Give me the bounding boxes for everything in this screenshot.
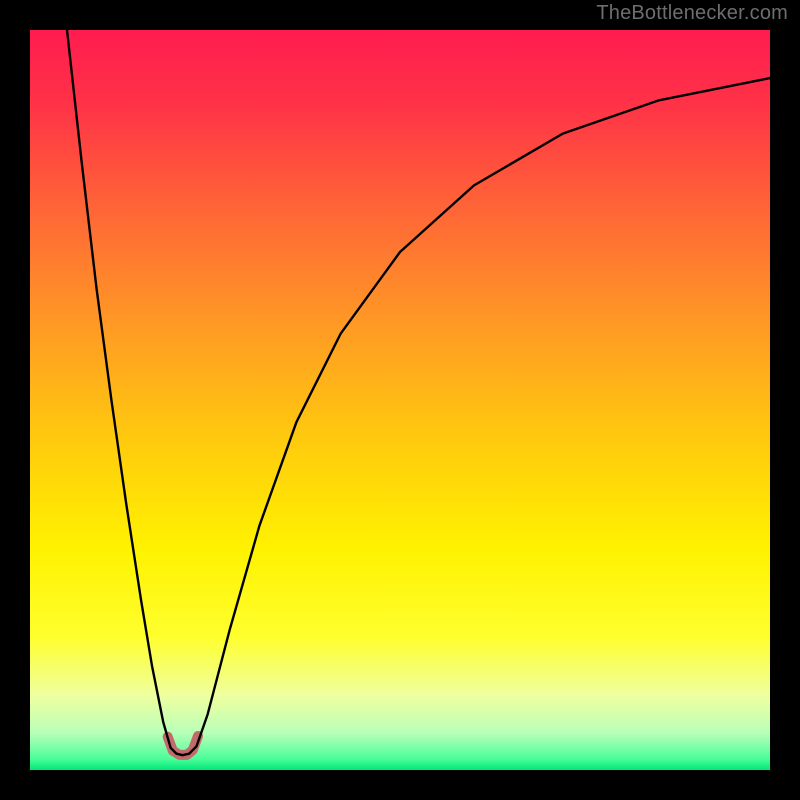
chart-frame: TheBottlenecker.com	[0, 0, 800, 800]
plot-area	[30, 30, 770, 770]
bottleneck-curve	[67, 30, 770, 755]
curve-overlay	[30, 30, 770, 770]
valley-marker	[168, 736, 198, 755]
watermark-text: TheBottlenecker.com	[596, 2, 788, 25]
